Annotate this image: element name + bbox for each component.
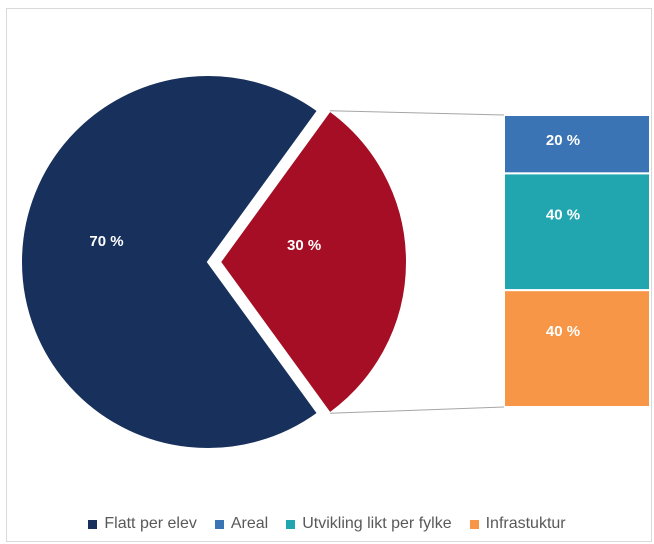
legend-swatch-areal xyxy=(214,519,224,529)
legend-item-flatt-per-elev: Flatt per elev xyxy=(88,515,197,533)
connector-line-bottom xyxy=(329,406,505,414)
data-label-other: 30 % xyxy=(287,237,321,254)
data-label-breakdown-0: 20 % xyxy=(546,132,580,149)
legend-swatch-utvikling xyxy=(286,519,296,529)
pie-slice-other xyxy=(218,109,408,415)
bar-segment-2 xyxy=(503,289,651,409)
legend-item-areal: Areal xyxy=(214,515,269,533)
data-label-breakdown-1: 40 % xyxy=(546,206,580,223)
data-label-flatt-per-elev: 70 % xyxy=(89,233,123,250)
legend-swatch-infrastuktur xyxy=(469,519,479,529)
legend-item-utvikling: Utvikling likt per fylke xyxy=(286,515,452,533)
legend-label-infrastuktur: Infrastuktur xyxy=(485,515,566,532)
bar-segment-0 xyxy=(503,114,651,175)
legend: Flatt per elev Areal Utvikling likt per … xyxy=(0,512,654,536)
connector-line-top xyxy=(329,110,505,116)
bar-segment-1 xyxy=(503,172,651,292)
legend-item-infrastuktur: Infrastuktur xyxy=(469,515,566,533)
legend-label-utvikling: Utvikling likt per fylke xyxy=(302,515,452,532)
legend-swatch-flatt-per-elev xyxy=(88,519,98,529)
legend-label-areal: Areal xyxy=(230,515,269,532)
data-label-breakdown-2: 40 % xyxy=(546,323,580,340)
pie-slice-flatt-per-elev xyxy=(20,74,320,450)
legend-label-flatt-per-elev: Flatt per elev xyxy=(104,515,197,532)
